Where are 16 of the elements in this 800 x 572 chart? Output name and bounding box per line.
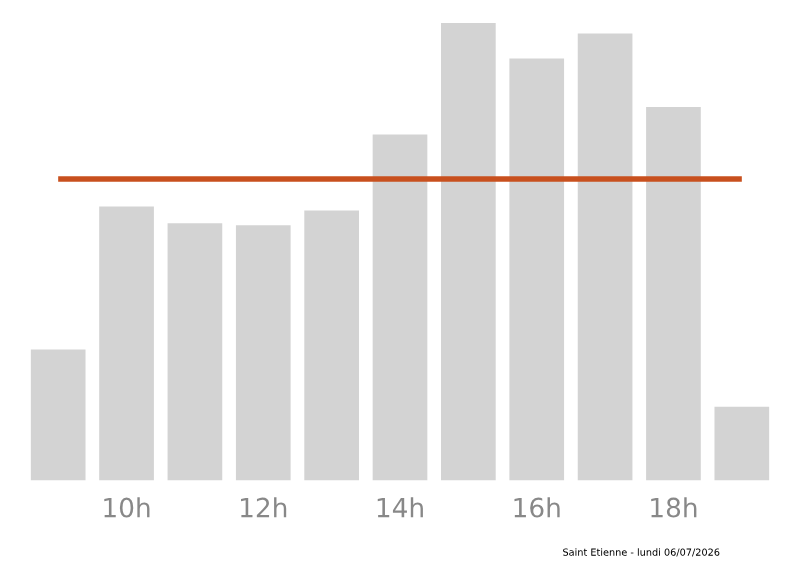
x-tick-label: 18h [651, 497, 697, 518]
bar [235, 225, 291, 481]
bar [372, 134, 428, 481]
bar [167, 223, 223, 481]
bar [646, 107, 701, 481]
x-tick-label: 10h [104, 497, 150, 518]
x-tick-label: 16h [514, 497, 560, 518]
bar [441, 22, 496, 481]
bar [509, 58, 565, 481]
bar [577, 33, 633, 481]
x-tick-label: 14h [377, 497, 423, 518]
bar [99, 206, 154, 481]
bar [304, 210, 359, 481]
bar [30, 349, 86, 481]
x-tick-label: 12h [241, 497, 287, 518]
bar [714, 406, 770, 481]
